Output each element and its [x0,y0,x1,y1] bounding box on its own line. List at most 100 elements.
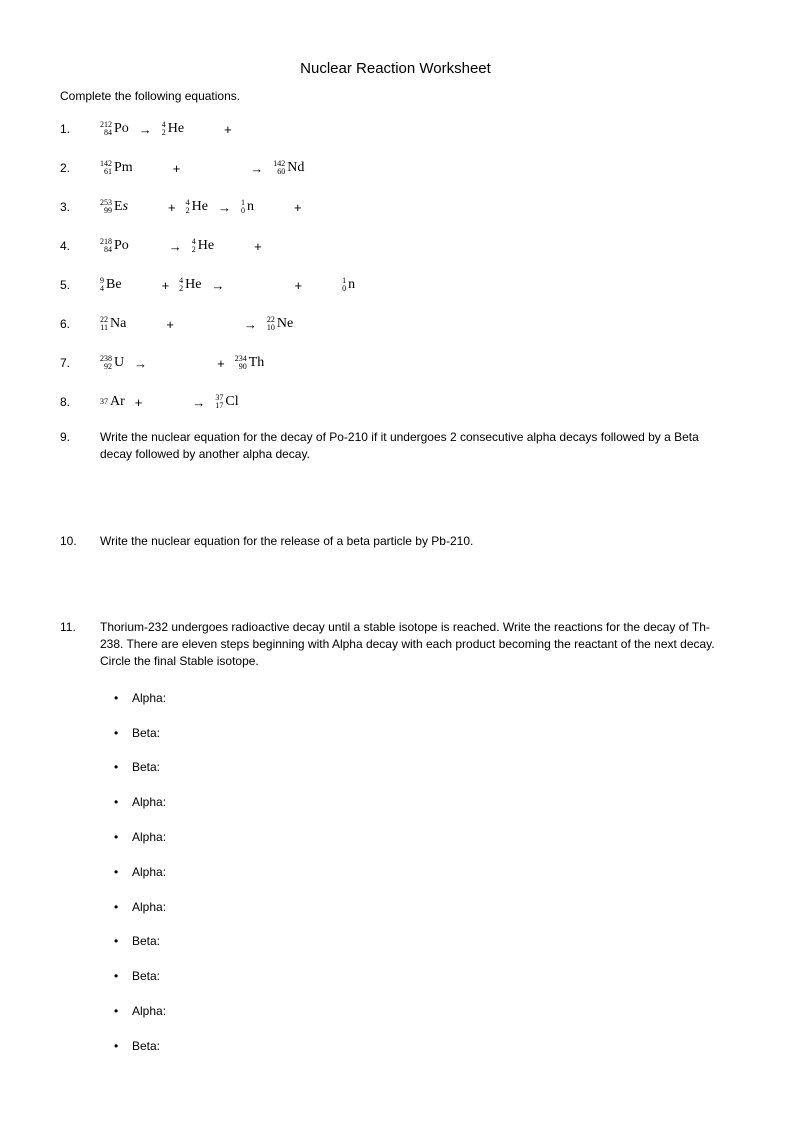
bullet-item: Alpha: [132,864,731,881]
element-symbol: Th [249,355,265,371]
bullet-item: Alpha: [132,899,731,916]
atomic-number: 84 [104,246,112,254]
arrow-symbol: → [169,239,182,254]
bullet-item: Beta: [132,1038,731,1055]
problem-row: 5.94Be+42He→+10n [60,273,731,297]
nuclide: 42He [192,238,214,254]
element-symbol: n [247,199,254,215]
element-symbol: Cl [225,394,238,410]
word-problem: 10.Write the nuclear equation for the re… [60,533,731,550]
nuclide: 14260Nd [273,160,304,176]
nuclide: 2211Na [100,316,126,332]
problem-number: 8. [60,395,100,409]
equation: 21284Po→42He+ [100,121,242,137]
bullet-item: Beta: [132,759,731,776]
plus-symbol: + [224,122,232,137]
nuclide: 10n [241,199,254,215]
atomic-number: 92 [104,363,112,371]
arrow-symbol: → [218,200,231,215]
atomic-number: 2 [162,129,166,137]
bullet-item: Alpha: [132,690,731,707]
problem-number: 10. [60,533,100,550]
atomic-number: 84 [104,129,112,137]
bullet-list: Alpha: Beta: Beta: Alpha: Alpha: Alpha: Alpha:… [100,690,731,1055]
problem-row: 1.21284Po→42He+ [60,117,731,141]
atomic-number: 0 [241,207,245,215]
plus-symbol: + [173,161,181,176]
nuclide: 23490Th [235,355,265,371]
problem-row: 3.25399Es+42He→10n+ [60,195,731,219]
bullet-item: Beta: [132,725,731,742]
equation: 25399Es +42He → 10n + [100,199,312,215]
atomic-number: 99 [104,207,112,215]
equations-list: 1.21284Po→42He+2.14261Pm+→14260Nd3.25399… [60,117,731,414]
problem-row: 4.21884Po → 42He + [60,234,731,258]
equation: 14261Pm + → 14260Nd [100,160,304,176]
problem-number: 11. [60,619,100,1072]
element-symbol: Pm [114,160,133,176]
element-symbol: He [192,199,208,215]
problem-number: 9. [60,429,100,463]
atomic-number: 2 [179,285,183,293]
element-symbol: He [168,121,184,137]
arrow-symbol: → [250,161,263,176]
problem-number: 4. [60,239,100,253]
problem-row: 2.14261Pm + → 14260Nd [60,156,731,180]
atomic-number: 11 [100,324,108,332]
problem-number: 5. [60,278,100,292]
element-symbol: He [185,277,201,293]
atomic-number: 4 [100,285,104,293]
nuclide: 2210Ne [267,316,293,332]
page-title: Nuclear Reaction Worksheet [60,60,731,77]
problem-number: 2. [60,161,100,175]
element-symbol: U [114,355,124,371]
word-problem: 11.Thorium-232 undergoes radioactive dec… [60,619,731,1072]
atomic-number: 17 [215,402,223,410]
equation: 94Be+42He→+10n [100,277,355,293]
equation: 37Ar+→3717Cl [100,394,239,410]
word-problems-list: 9.Write the nuclear equation for the dec… [60,429,731,1073]
element-symbol: n [348,277,355,293]
nuclide: 42He [186,199,208,215]
element-symbol: Nd [287,160,304,176]
atomic-number: 90 [239,363,247,371]
atomic-number: 2 [192,246,196,254]
nuclide: 42He [179,277,201,293]
problem-text: Write the nuclear equation for the decay… [100,429,731,463]
nuclide: 94Be [100,277,122,293]
nuclide: 21884Po [100,238,129,254]
arrow-symbol: → [134,356,147,371]
plus-symbol: + [168,200,176,215]
problem-row: 6.2211Na + → 2210Ne [60,312,731,336]
problem-number: 1. [60,122,100,136]
nuclide: 14261Pm [100,160,133,176]
element-symbol: Be [106,277,122,293]
atomic-number: 2 [186,207,190,215]
nuclide: 21284Po [100,121,129,137]
nuclide: 25399Es [100,199,128,215]
bullet-item: Beta: [132,968,731,985]
problem-row: 8.37Ar+→3717Cl [60,390,731,414]
bullet-item: Alpha: [132,829,731,846]
element-symbol: Ar [110,394,125,410]
nuclide: 10n [342,277,355,293]
element-symbol: Po [114,121,129,137]
element-symbol: Po [114,238,129,254]
plus-symbol: + [294,278,302,293]
plus-symbol: + [162,278,170,293]
arrow-symbol: → [244,317,257,332]
word-problem: 9.Write the nuclear equation for the dec… [60,429,731,463]
mass-number: 37 [100,398,108,406]
arrow-symbol: → [139,122,152,137]
plus-symbol: + [254,239,262,254]
plus-symbol: + [294,200,302,215]
nuclide: 3717Cl [215,394,238,410]
plus-symbol: + [166,317,174,332]
plus-symbol: + [217,356,225,371]
problem-text: Thorium-232 undergoes radioactive decay … [100,619,731,1072]
bullet-item: Alpha: [132,794,731,811]
atomic-number: 60 [277,168,285,176]
problem-row: 7.23892U→+23490Th [60,351,731,375]
problem-number: 6. [60,317,100,331]
instruction-text: Complete the following equations. [60,89,731,103]
